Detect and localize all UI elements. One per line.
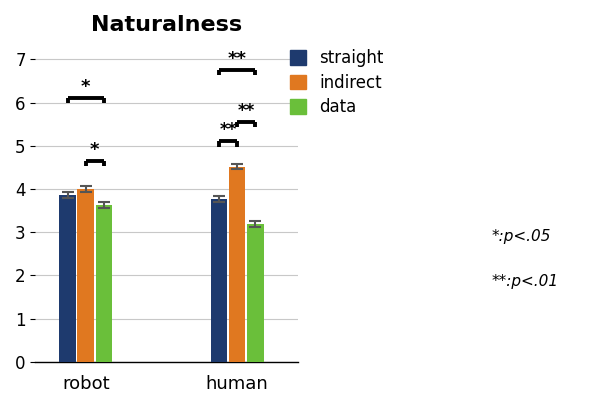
Text: **: ** [228, 50, 247, 68]
Text: *: * [90, 141, 99, 159]
Text: *: * [81, 78, 90, 96]
Legend: straight, indirect, data: straight, indirect, data [284, 44, 389, 122]
Text: *:p<.05: *:p<.05 [491, 229, 551, 244]
Bar [228, 166, 246, 362]
Bar [60, 195, 76, 362]
Bar [247, 224, 263, 362]
Bar [96, 205, 112, 362]
Bar [77, 188, 94, 362]
Title: Naturalness: Naturalness [91, 15, 242, 35]
Bar [211, 199, 227, 362]
Text: **:p<.01: **:p<.01 [491, 274, 558, 289]
Text: **: ** [238, 102, 255, 120]
Text: **: ** [219, 121, 236, 139]
